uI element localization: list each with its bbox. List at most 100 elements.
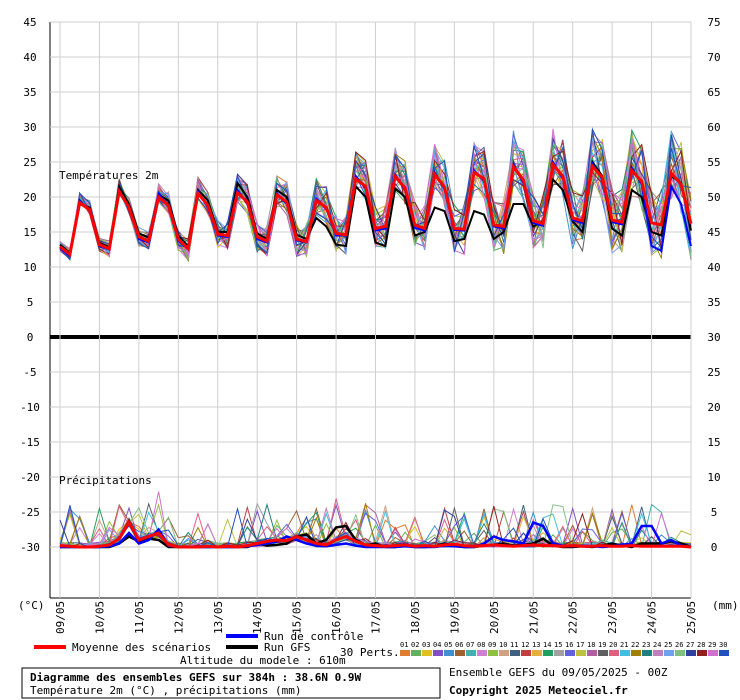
perturbation-legend-swatch [411,650,421,656]
right-tick-label: 30 [707,331,720,344]
left-tick-label: 5 [27,296,34,309]
date-tick-label: 24/05 [646,601,659,634]
perturbation-legend-swatch [499,650,509,656]
perturbation-legend-label: 03 [422,641,430,649]
legend: Moyenne des scénarios Run de contrôle Ru… [34,630,729,667]
left-tick-label: 35 [23,86,36,99]
perturbation-legend-swatch [433,650,443,656]
right-tick-label: 65 [707,86,720,99]
perturbation-legend-label: 02 [411,641,419,649]
perturbation-legend-swatch [422,650,432,656]
precipitation-perturbation-line [59,511,692,548]
perturbation-legend-label: 18 [587,641,595,649]
perturbation-legend: 01 02 03 04 05 06 07 08 09 10 11 12 13 14 15 16 17 18 19 20… [400,641,729,656]
left-tick-label: -5 [23,366,36,379]
date-tick-label: 11/05 [133,601,146,634]
footer-run-info: Ensemble GEFS du 09/05/2025 - 00Z [449,666,668,679]
left-tick-label: 25 [23,156,36,169]
perturbation-legend-swatch [631,650,641,656]
perturbation-legend-swatch [675,650,685,656]
perturbation-legend-swatch [532,650,542,656]
perturbation-legend-label: 09 [488,641,496,649]
footer-subtitle: Température 2m (°C) , précipitations (mm… [30,684,302,697]
perturbation-legend-label: 27 [686,641,694,649]
left-tick-label: 40 [23,51,36,64]
left-tick-label: -30 [20,541,40,554]
date-tick-label: 18/05 [409,601,422,634]
perturbation-legend-swatch [653,650,663,656]
perturbation-legend-swatch [697,650,707,656]
precipitation-section-label: Précipitations [59,474,152,487]
legend-gfs-label: Run GFS [264,641,310,654]
perturbation-legend-swatch [609,650,619,656]
footer-copyright: Copyright 2025 Meteociel.fr [449,684,628,697]
zero-divider [50,335,691,339]
perturbation-legend-swatch [521,650,531,656]
left-tick-label: 45 [23,16,36,29]
date-tick-label: 23/05 [606,601,619,634]
perturbation-legend-swatch [719,650,729,656]
left-tick-label: -15 [20,436,40,449]
date-tick-label: 13/05 [212,601,225,634]
left-tick-label: -10 [20,401,40,414]
right-tick-label: 60 [707,121,720,134]
precipitation-mean-line [59,519,692,549]
legend-mean-label: Moyenne des scénarios [72,641,211,654]
perturbation-legend-label: 26 [675,641,683,649]
temperature-mean-line [59,161,693,258]
perturbation-legend-swatch [708,650,718,656]
perturbation-legend-swatch [554,650,564,656]
perturbation-legend-label: 29 [708,641,716,649]
perturbation-legend-label: 07 [466,641,474,649]
perturbation-legend-swatch [455,650,465,656]
right-tick-label: 15 [707,436,720,449]
date-tick-label: 09/05 [54,601,67,634]
right-tick-label: 40 [707,261,720,274]
date-tick-label: 17/05 [370,601,383,634]
date-tick-label: 19/05 [448,601,461,634]
right-tick-label: 0 [711,541,718,554]
perturbation-legend-label: 05 [444,641,452,649]
left-tick-label: 30 [23,121,36,134]
date-tick-label: 15/05 [291,601,304,634]
perturbation-legend-label: 16 [565,641,573,649]
footer-title-box [21,667,441,699]
perturbation-legend-label: 30 [719,641,727,649]
perturbation-legend-label: 01 [400,641,408,649]
perturbation-legend-label: 28 [697,641,705,649]
left-tick-label: 0 [27,331,34,344]
perturbation-legend-label: 25 [664,641,672,649]
right-tick-label: 25 [707,366,720,379]
left-tick-label: 10 [23,261,36,274]
left-tick-label: -25 [20,506,40,519]
right-tick-label: 35 [707,296,720,309]
right-tick-label: 20 [707,401,720,414]
chart-grid [49,21,692,599]
perturbation-legend-swatch [488,650,498,656]
perturbation-legend-label: 13 [532,641,540,649]
date-tick-label: 12/05 [172,601,185,634]
date-axis-ticks: 09/05 10/05 11/05 12/05 13/05 14/05 15/05 16/05… [54,601,698,634]
right-tick-label: 55 [707,156,720,169]
right-tick-label: 50 [707,191,720,204]
temperature-section-label: Températures 2m [59,169,159,182]
perturbation-legend-swatch [686,650,696,656]
perturbation-legend-swatch [444,650,454,656]
perturbation-legend-label: 23 [642,641,650,649]
temperature-perturbation-line [59,131,692,258]
perturbation-legend-label: 08 [477,641,485,649]
perturbation-legend-swatch [620,650,630,656]
temperature-perturbation-line [59,140,692,260]
left-tick-label: -20 [20,471,40,484]
perturbation-legend-swatch [510,650,520,656]
perturbation-legend-swatch [587,650,597,656]
right-axis-unit: (mm) [712,599,739,612]
perturbation-legend-label: 24 [653,641,661,649]
date-tick-label: 10/05 [93,601,106,634]
right-tick-label: 5 [711,506,718,519]
perturbation-legend-swatch [477,650,487,656]
perturbation-legend-swatch [543,650,553,656]
left-axis-ticks: 45 40 35 30 25 20 15 10 5 0 -5 -10 -15 -20 -25 -30 [20,16,40,554]
footer-title: Diagramme des ensembles GEFS sur 384h : … [30,671,362,684]
